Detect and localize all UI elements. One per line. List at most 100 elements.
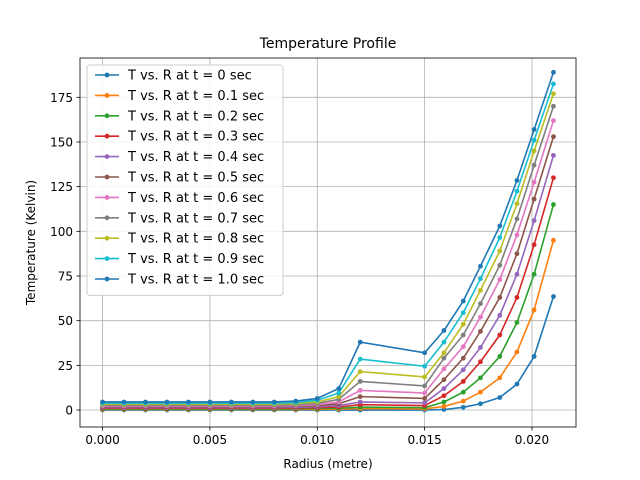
data-point: [551, 237, 556, 243]
data-point: [551, 202, 556, 207]
data-point: [478, 401, 483, 407]
data-point: [497, 375, 503, 381]
legend-entry: T vs. R at t = 0 sec: [95, 69, 252, 84]
y-tick-label: 25: [58, 359, 73, 373]
data-point: [250, 399, 256, 405]
data-point: [531, 242, 537, 248]
data-point: [422, 374, 428, 380]
data-point: [497, 248, 503, 254]
y-tick-label: 0: [65, 404, 73, 418]
data-point: [357, 339, 363, 345]
data-point: [460, 389, 466, 395]
legend-label: T vs. R at t = 1.0 sec: [127, 273, 264, 288]
data-point: [497, 312, 503, 318]
data-point: [271, 399, 277, 405]
y-tick-label: 100: [50, 225, 73, 239]
data-point: [497, 223, 503, 229]
legend: T vs. R at t = 0 sec T vs. R at t = 0.1 s…: [86, 64, 284, 296]
legend-box: [86, 64, 284, 296]
data-point: [551, 294, 556, 299]
x-tick-label: 0.000: [85, 433, 119, 447]
legend-label: T vs. R at t = 0.1 sec: [127, 89, 264, 104]
data-point: [186, 399, 191, 405]
data-point: [441, 386, 447, 391]
data-point: [460, 321, 466, 327]
data-point: [336, 386, 342, 391]
data-point: [551, 152, 556, 158]
data-point: [478, 345, 483, 350]
data-point: [422, 390, 428, 396]
data-point: [514, 381, 520, 387]
data-point: [100, 399, 105, 405]
y-tick-label: 125: [50, 180, 73, 194]
data-point: [441, 350, 447, 356]
data-point: [531, 307, 537, 313]
data-point: [514, 349, 520, 355]
legend-swatch-marker: [104, 174, 110, 180]
data-point: [497, 295, 503, 300]
data-point: [357, 356, 363, 362]
y-axis-label: Temperature (Kelvin): [24, 180, 38, 306]
legend-swatch-marker: [104, 256, 110, 261]
data-point: [460, 367, 466, 373]
y-tick-label: 150: [50, 135, 73, 149]
y-tick-label: 50: [58, 314, 73, 328]
data-point: [514, 320, 520, 325]
data-point: [551, 103, 556, 109]
data-point: [441, 377, 447, 383]
x-tick-label: 0.010: [300, 433, 334, 447]
data-point: [551, 175, 556, 181]
data-point: [531, 127, 537, 132]
series-layer: [100, 69, 556, 413]
legend-label: T vs. R at t = 0.3 sec: [127, 130, 264, 145]
y-tick-label: 75: [58, 270, 73, 284]
legend-entry: T vs. R at t = 1.0 sec: [95, 273, 264, 288]
data-point: [460, 398, 466, 404]
data-point: [551, 91, 556, 97]
legend-swatch-marker: [104, 195, 110, 200]
data-point: [441, 404, 447, 409]
legend-entry: T vs. R at t = 0.5 sec: [95, 171, 264, 186]
data-point: [422, 396, 428, 401]
data-point: [336, 390, 342, 396]
legend-swatch-marker: [104, 93, 110, 98]
data-point: [460, 355, 466, 361]
data-point: [460, 404, 466, 410]
data-point: [514, 251, 520, 257]
plot-frame: [79, 57, 577, 428]
data-point: [551, 134, 556, 140]
data-point: [207, 399, 213, 405]
legend-label: T vs. R at t = 0.9 sec: [127, 252, 264, 267]
legend-entry: T vs. R at t = 0.3 sec: [95, 130, 264, 145]
x-tick-label: 0.005: [193, 433, 227, 447]
data-point: [497, 235, 503, 240]
data-point: [460, 298, 466, 304]
legend-swatch-marker: [104, 154, 110, 160]
legend-swatch-marker: [104, 276, 110, 282]
data-point: [441, 393, 447, 399]
legend-entry: T vs. R at t = 0.8 sec: [95, 232, 264, 247]
data-point: [357, 369, 363, 375]
data-point: [514, 178, 520, 183]
data-point: [497, 262, 503, 268]
data-point: [460, 310, 466, 316]
legend-entry: T vs. R at t = 0.7 sec: [95, 211, 264, 226]
x-tick-label: 0.015: [407, 433, 441, 447]
data-point: [531, 196, 537, 202]
data-point: [478, 301, 483, 307]
data-point: [497, 332, 503, 338]
data-point: [357, 387, 363, 393]
data-point: [531, 137, 537, 143]
data-point: [293, 398, 299, 404]
data-point: [497, 395, 503, 400]
data-point: [478, 389, 483, 395]
data-point: [531, 148, 537, 154]
legend-swatch-marker: [104, 235, 110, 241]
legend-label: T vs. R at t = 0.5 sec: [127, 171, 264, 186]
data-point: [460, 344, 466, 349]
legend-swatch-marker: [104, 133, 110, 139]
data-point: [460, 332, 466, 338]
data-point: [531, 271, 537, 277]
data-point: [478, 375, 483, 381]
